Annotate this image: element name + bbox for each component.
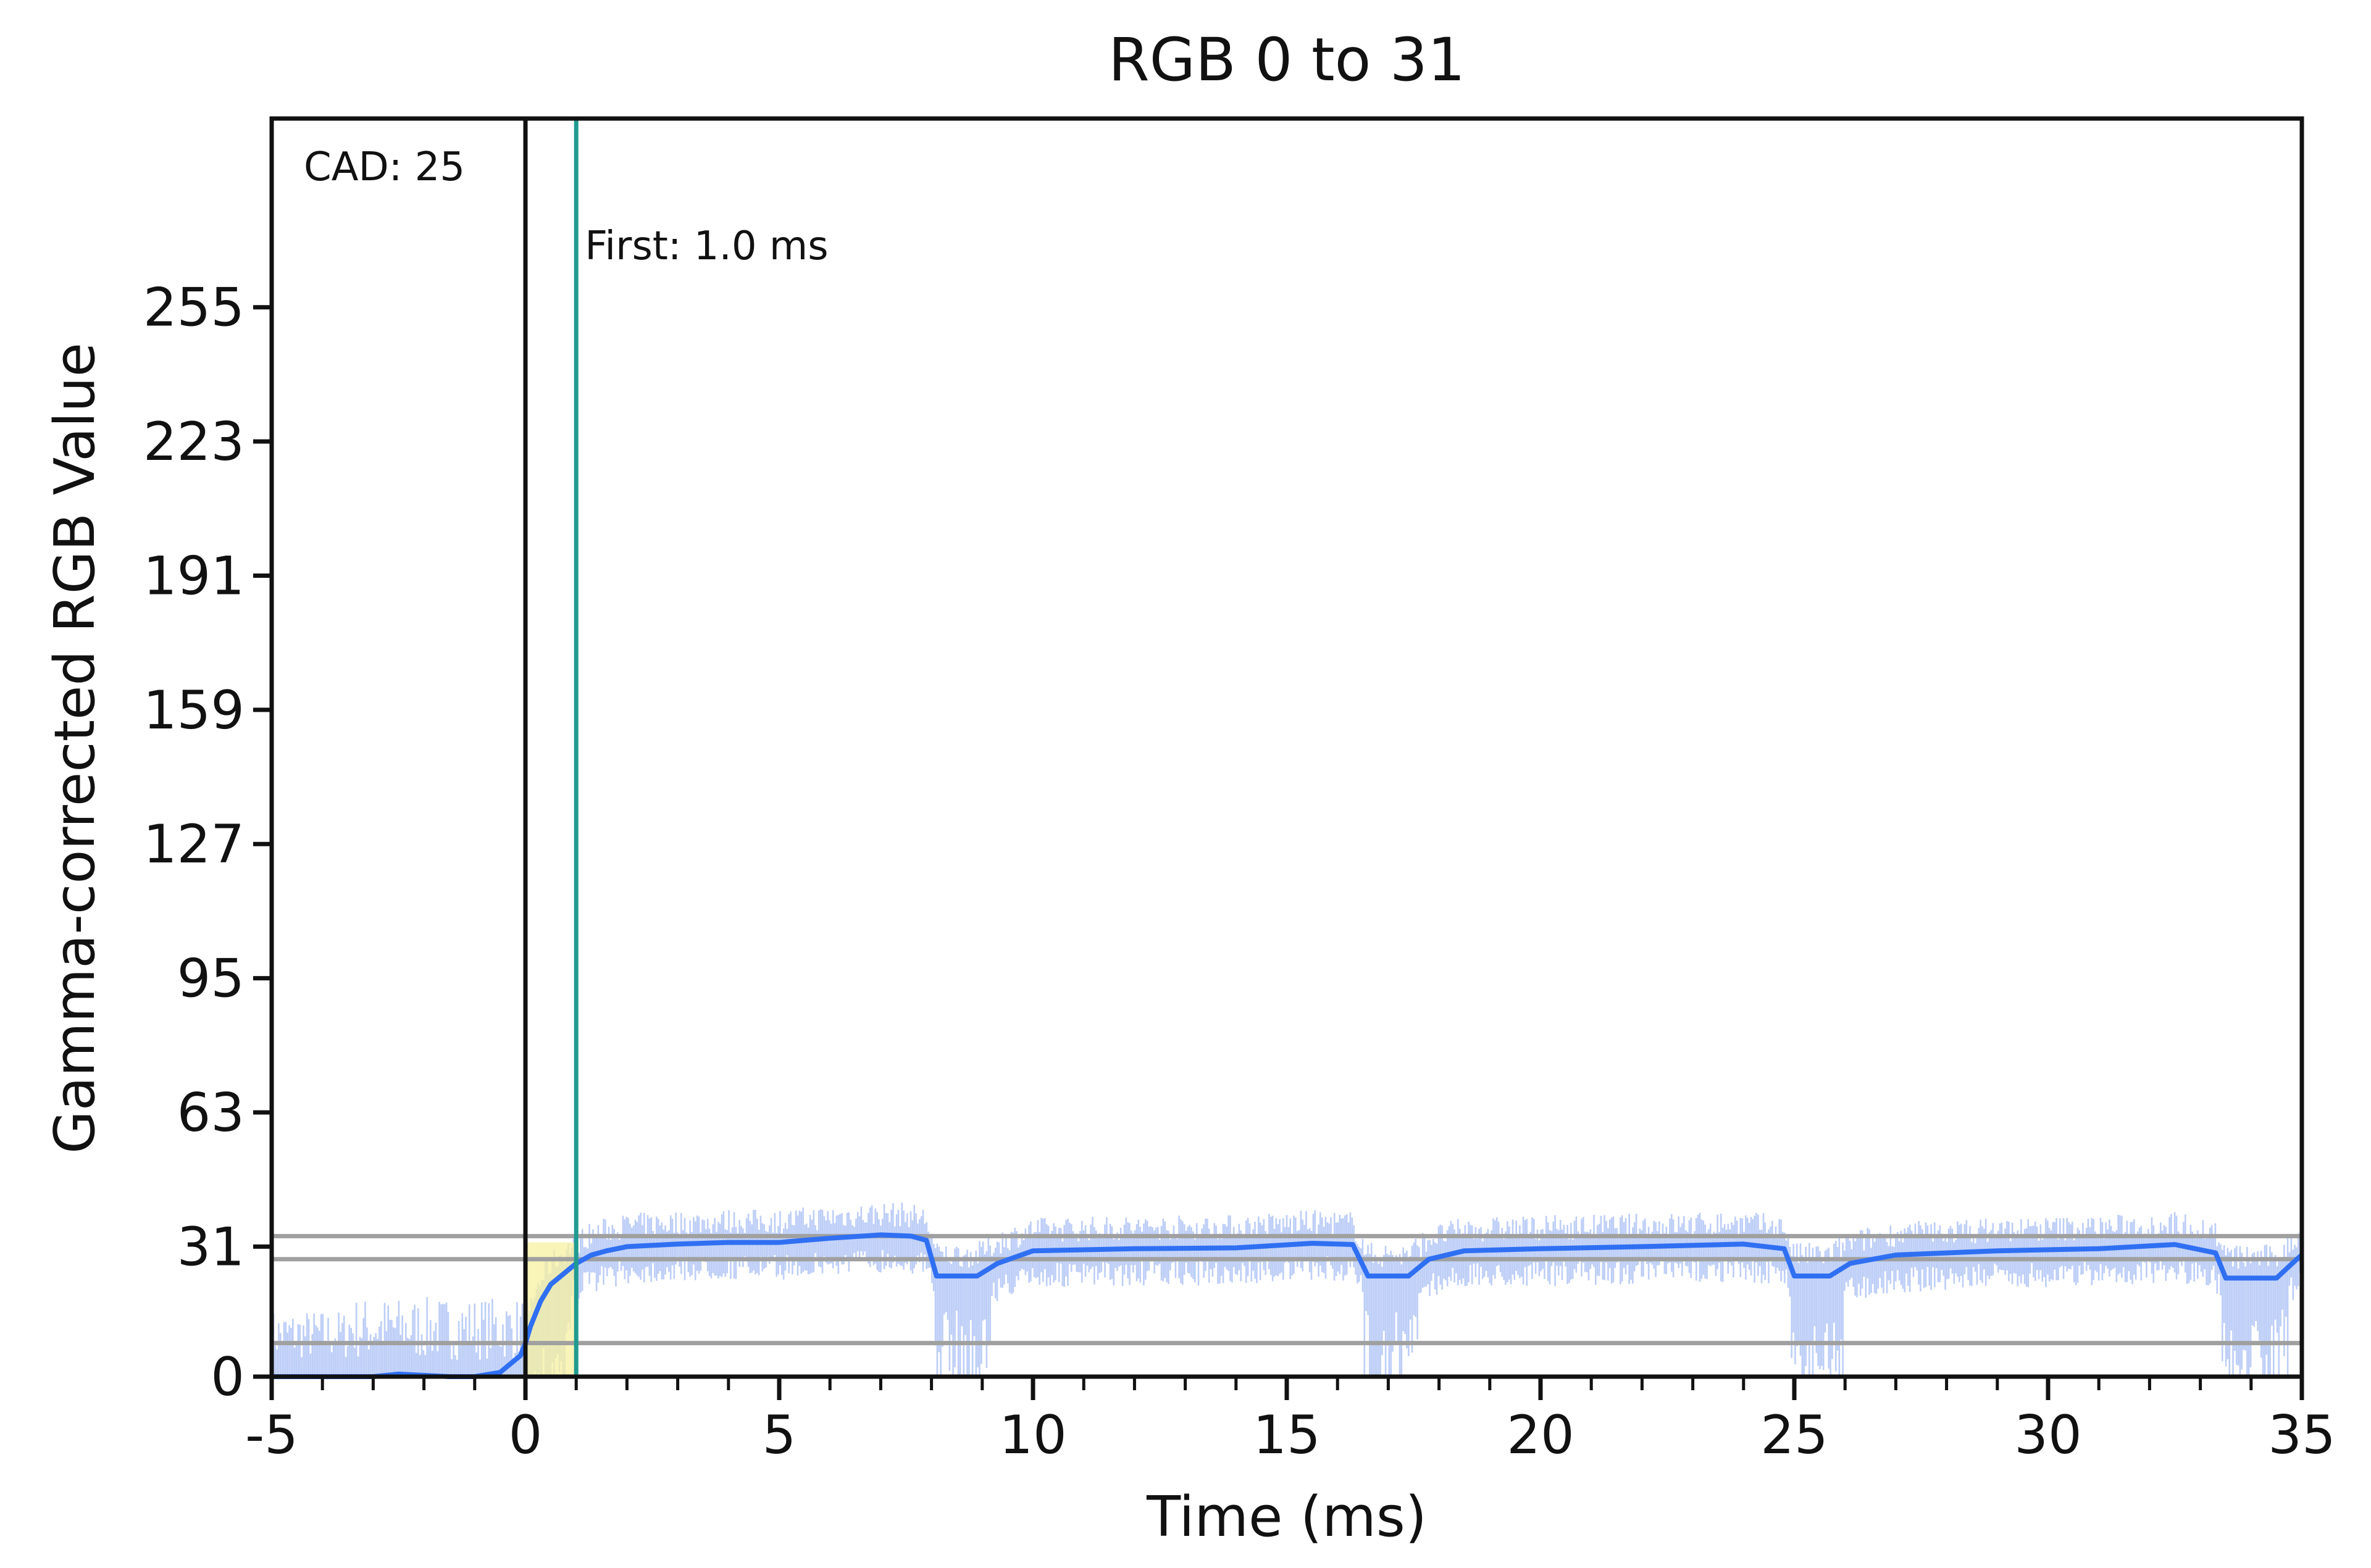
response-window-highlight <box>525 1242 577 1377</box>
x-tick-label: 25 <box>1760 1404 1828 1466</box>
y-tick-label: 95 <box>177 948 245 1010</box>
x-tick-label: 10 <box>999 1404 1066 1466</box>
y-tick-label: 127 <box>143 814 245 875</box>
x-tick-label: 5 <box>763 1404 797 1466</box>
y-axis-label: Gamma-corrected RGB Value <box>43 343 107 1154</box>
x-tick-label: -5 <box>245 1404 298 1466</box>
y-tick-label: 191 <box>143 545 245 607</box>
y-tick-label: 63 <box>177 1082 245 1144</box>
x-axis-label: Time (ms) <box>1146 1485 1427 1549</box>
plot-area <box>270 119 2304 1379</box>
y-tick-label: 223 <box>143 411 245 473</box>
x-tick-label: 20 <box>1507 1404 1574 1466</box>
y-tick-label: 0 <box>211 1346 245 1408</box>
cad-label: CAD: 25 <box>304 144 465 190</box>
chart-title: RGB 0 to 31 <box>1108 25 1465 94</box>
reference-lines <box>272 1233 2302 1346</box>
y-tick-label: 159 <box>143 680 245 741</box>
x-tick-label: 15 <box>1253 1404 1320 1466</box>
smoothed-series-line <box>272 1232 2304 1379</box>
first-response-label: First: 1.0 ms <box>585 223 828 269</box>
y-tick-label: 31 <box>177 1216 245 1278</box>
x-tick-label: 35 <box>2268 1404 2335 1466</box>
x-tick-label: 30 <box>2014 1404 2081 1466</box>
y-tick-label: 255 <box>143 277 245 339</box>
x-tick-label: 0 <box>509 1404 543 1466</box>
